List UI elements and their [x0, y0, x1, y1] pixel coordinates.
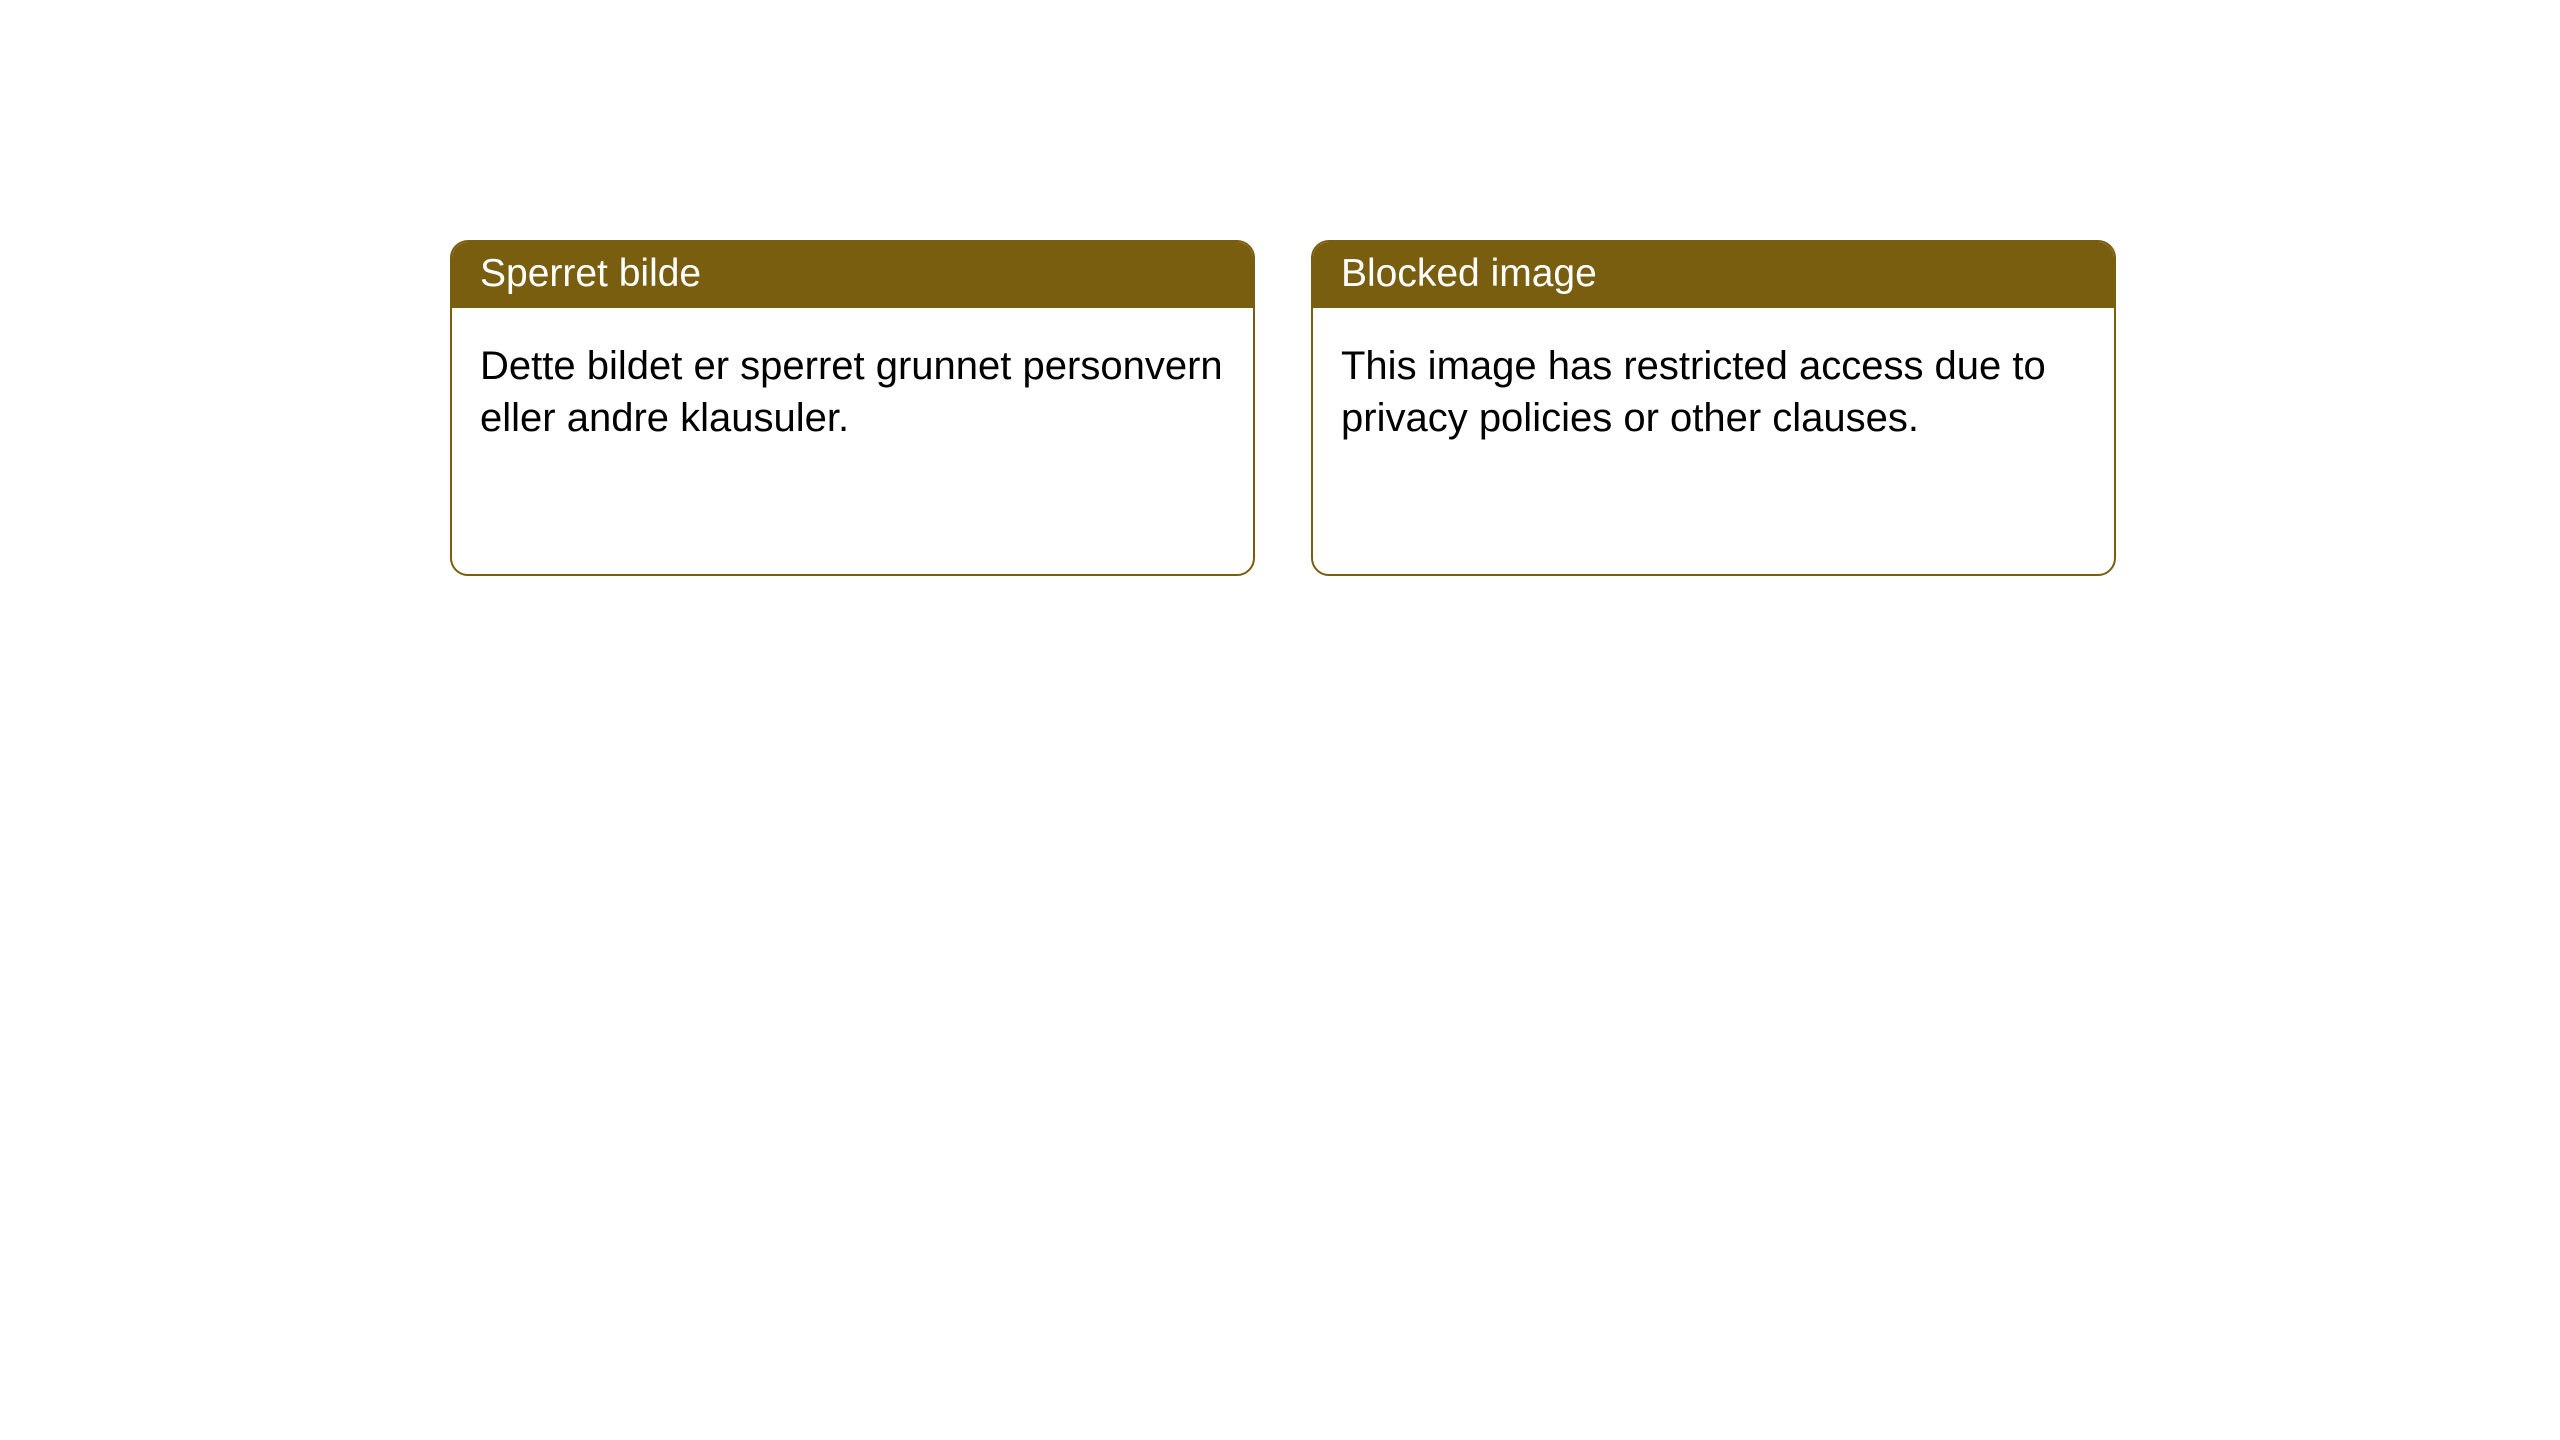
- card-body-text: This image has restricted access due to …: [1341, 344, 2046, 440]
- blocked-image-card-english: Blocked image This image has restricted …: [1311, 240, 2116, 576]
- card-body-text: Dette bildet er sperret grunnet personve…: [480, 344, 1223, 440]
- card-title: Blocked image: [1341, 252, 1597, 295]
- cards-container: Sperret bilde Dette bildet er sperret gr…: [0, 0, 2560, 576]
- card-header: Blocked image: [1313, 242, 2114, 308]
- card-body: Dette bildet er sperret grunnet personve…: [452, 308, 1253, 476]
- card-header: Sperret bilde: [452, 242, 1253, 308]
- card-body: This image has restricted access due to …: [1313, 308, 2114, 476]
- blocked-image-card-norwegian: Sperret bilde Dette bildet er sperret gr…: [450, 240, 1255, 576]
- card-title: Sperret bilde: [480, 252, 701, 295]
